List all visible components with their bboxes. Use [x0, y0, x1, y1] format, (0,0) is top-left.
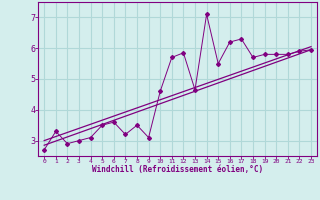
- X-axis label: Windchill (Refroidissement éolien,°C): Windchill (Refroidissement éolien,°C): [92, 165, 263, 174]
